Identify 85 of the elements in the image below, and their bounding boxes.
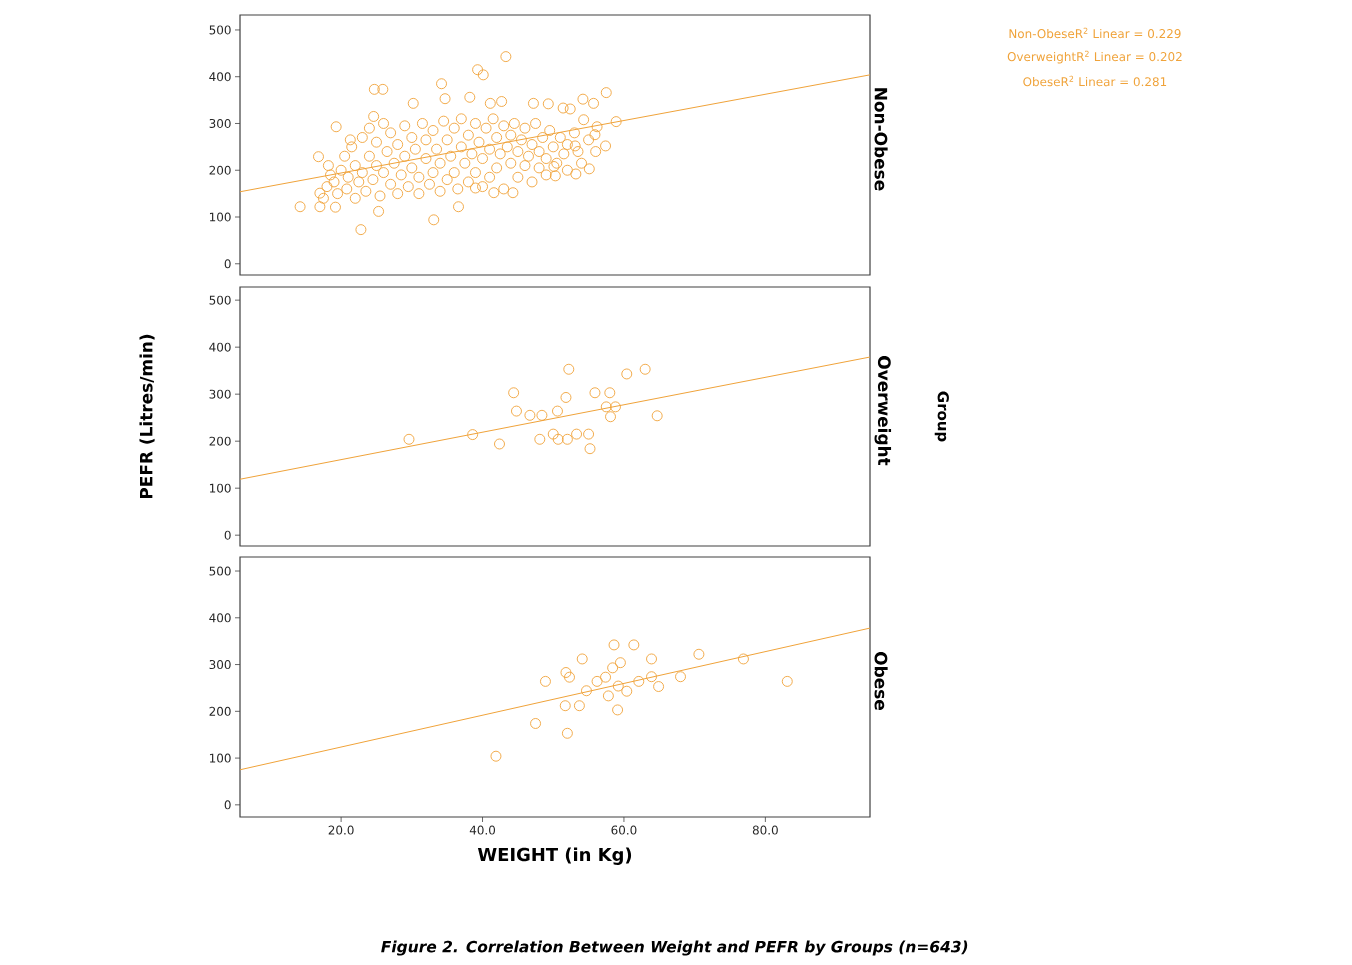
point xyxy=(589,387,601,399)
point xyxy=(583,428,595,440)
point xyxy=(607,662,619,674)
point xyxy=(737,653,749,665)
point xyxy=(604,387,616,399)
text: Obese xyxy=(874,652,888,710)
point xyxy=(781,675,793,687)
y-tick-label: 0 xyxy=(224,259,231,269)
text: Group xyxy=(934,391,949,442)
point xyxy=(573,700,585,712)
y-tick-label: 100 xyxy=(209,483,231,493)
point xyxy=(608,639,620,651)
point xyxy=(552,433,564,445)
y-tick-label: 500 xyxy=(209,566,231,576)
point xyxy=(610,401,621,413)
point xyxy=(490,750,502,762)
point xyxy=(693,648,705,660)
x-tick-label: 20.0 xyxy=(328,825,354,835)
point xyxy=(621,368,633,380)
point xyxy=(540,675,551,687)
y-tick-label: 200 xyxy=(209,165,231,175)
point xyxy=(561,433,573,445)
point xyxy=(600,671,612,683)
point xyxy=(633,675,645,687)
y-tick-label: 400 xyxy=(209,72,231,82)
point xyxy=(605,411,616,423)
y-tick-label: 100 xyxy=(209,753,231,763)
point xyxy=(628,639,640,651)
point xyxy=(646,671,657,683)
point xyxy=(602,690,614,702)
point xyxy=(560,667,572,678)
point xyxy=(494,438,505,450)
caption: Figure 2. Correlation Between Weight and PEFR by Groups (n=643) xyxy=(381,940,968,956)
point xyxy=(639,363,651,375)
point xyxy=(612,680,624,692)
y-tick-label: 300 xyxy=(209,118,231,128)
point xyxy=(508,387,520,399)
point xyxy=(403,433,415,445)
point xyxy=(591,675,603,687)
point xyxy=(561,727,573,739)
y-tick-label: 300 xyxy=(209,389,231,399)
y-tick-label: 500 xyxy=(209,295,231,305)
text: Non-ObeseR$^{2}$ Linear = 0.229 xyxy=(1009,27,1181,39)
y-tick-label: 0 xyxy=(224,800,231,810)
x-tick-label: 80.0 xyxy=(752,825,778,835)
point xyxy=(584,443,596,455)
text: Overweight xyxy=(874,356,892,466)
point xyxy=(675,671,686,683)
y-tick-label: 200 xyxy=(209,436,231,446)
y-tick-label: 400 xyxy=(209,613,231,623)
text: Non-Obese xyxy=(874,88,888,191)
point xyxy=(467,429,479,441)
y-tick-label: 100 xyxy=(209,212,231,222)
x-tick-label: 40.0 xyxy=(469,825,496,835)
y-axis-title: PEFR (Litres/min) xyxy=(139,334,155,499)
point xyxy=(547,428,559,440)
point xyxy=(621,685,633,697)
y-tick-label: 400 xyxy=(209,342,231,352)
text: OverweightR$^{2}$ Linear = 0.202 xyxy=(1007,50,1182,64)
point xyxy=(536,409,548,421)
point xyxy=(511,405,522,417)
point xyxy=(559,700,571,712)
point xyxy=(651,410,663,422)
point xyxy=(564,671,575,683)
text: ObeseR$^{2}$ Linear = 0.281 xyxy=(1023,75,1167,87)
y-tick-label: 300 xyxy=(209,660,231,670)
y-tick-label: 200 xyxy=(209,706,231,716)
point xyxy=(563,363,575,375)
x-tick-label: 60.0 xyxy=(611,825,637,835)
point xyxy=(600,401,612,413)
point xyxy=(530,718,542,729)
y-tick-label: 500 xyxy=(209,25,231,35)
point xyxy=(576,653,588,665)
x-axis-title: WEIGHT (in Kg) xyxy=(477,847,632,865)
point xyxy=(614,657,626,669)
point xyxy=(524,409,536,421)
point xyxy=(560,392,572,403)
point xyxy=(581,685,592,697)
point xyxy=(534,433,546,445)
point xyxy=(552,405,563,417)
y-tick-label: 0 xyxy=(224,530,231,540)
point xyxy=(571,428,583,440)
point xyxy=(646,653,657,665)
point xyxy=(612,704,624,716)
point xyxy=(653,681,665,692)
